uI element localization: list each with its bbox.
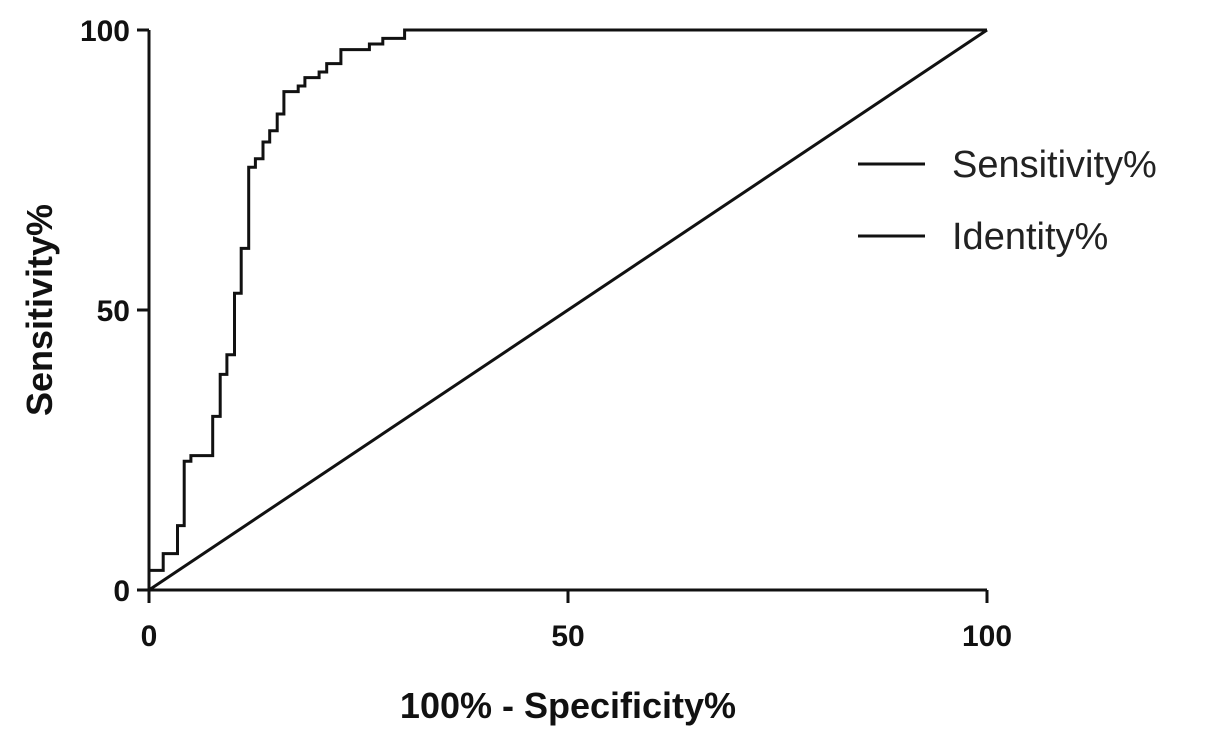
legend-label-sensitivity: Sensitivity% <box>952 144 1157 186</box>
y-tick-label-0: 0 <box>113 575 130 608</box>
legend: Sensitivity% Identity% <box>858 144 1157 258</box>
x-tick-label-50: 50 <box>551 620 584 653</box>
x-axis-title: 100% - Specificity% <box>400 685 736 726</box>
legend-label-identity: Identity% <box>952 216 1108 258</box>
x-tick-label-100: 100 <box>962 620 1012 653</box>
y-tick-label-100: 100 <box>80 15 130 48</box>
x-tick-label-0: 0 <box>141 620 158 653</box>
sensitivity-series-line <box>147 28 987 590</box>
identity-series-line <box>148 28 988 592</box>
y-axis-title: Sensitivity% <box>19 204 60 416</box>
y-tick-label-50: 50 <box>97 295 130 328</box>
